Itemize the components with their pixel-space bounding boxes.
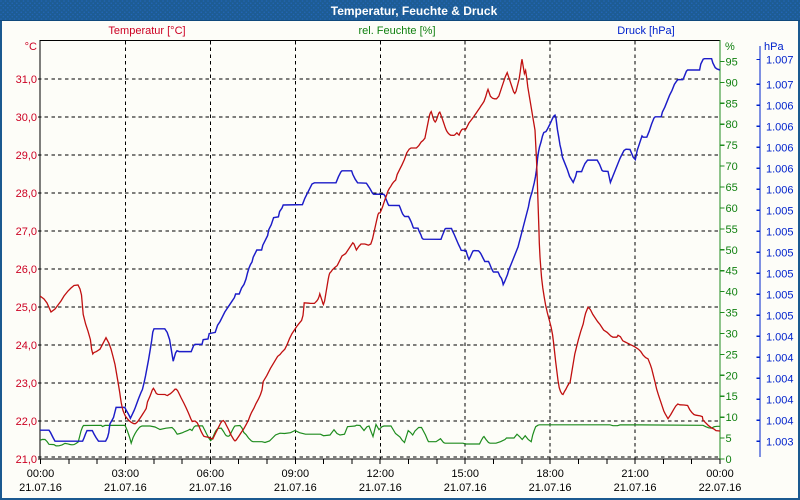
svg-text:35: 35 (726, 308, 738, 320)
svg-text:1.005: 1.005 (766, 289, 794, 301)
svg-text:1.005: 1.005 (766, 205, 794, 217)
svg-text:1.005: 1.005 (766, 226, 794, 238)
svg-text:23,0: 23,0 (16, 378, 37, 390)
svg-text:°C: °C (25, 41, 37, 53)
svg-text:1.006: 1.006 (766, 184, 794, 196)
svg-text:15: 15 (726, 391, 738, 403)
svg-text:21.07.16: 21.07.16 (189, 482, 232, 494)
svg-text:00:00: 00:00 (27, 468, 55, 480)
svg-text:26,0: 26,0 (16, 264, 37, 276)
svg-text:1.005: 1.005 (766, 310, 794, 322)
svg-text:80: 80 (726, 119, 738, 131)
svg-text:1.005: 1.005 (766, 247, 794, 259)
svg-text:65: 65 (726, 182, 738, 194)
svg-text:22,0: 22,0 (16, 416, 37, 428)
svg-text:21:00: 21:00 (621, 468, 649, 480)
svg-text:1.007: 1.007 (766, 79, 794, 91)
svg-text:21.07.16: 21.07.16 (104, 482, 147, 494)
svg-text:75: 75 (726, 140, 738, 152)
svg-text:55: 55 (726, 224, 738, 236)
svg-text:29,0: 29,0 (16, 150, 37, 162)
svg-text:40: 40 (726, 287, 738, 299)
svg-text:30: 30 (726, 329, 738, 341)
svg-text:1.004: 1.004 (766, 394, 794, 406)
svg-text:Druck [hPa]: Druck [hPa] (617, 25, 674, 37)
svg-text:1.006: 1.006 (766, 100, 794, 112)
svg-text:50: 50 (726, 245, 738, 257)
svg-text:Temperatur [°C]: Temperatur [°C] (108, 25, 185, 37)
svg-text:25,0: 25,0 (16, 302, 37, 314)
svg-text:27,0: 27,0 (16, 226, 37, 238)
svg-text:Temperatur, Feuchte & Druck: Temperatur, Feuchte & Druck (331, 4, 498, 18)
svg-text:21,0: 21,0 (16, 454, 37, 466)
svg-text:rel. Feuchte [%]: rel. Feuchte [%] (358, 25, 435, 37)
svg-text:1.003: 1.003 (766, 436, 794, 448)
svg-text:21.07.16: 21.07.16 (274, 482, 317, 494)
svg-text:%: % (725, 41, 735, 53)
svg-text:85: 85 (726, 98, 738, 110)
svg-text:60: 60 (726, 203, 738, 215)
svg-text:1.006: 1.006 (766, 163, 794, 175)
svg-text:21.07.16: 21.07.16 (359, 482, 402, 494)
svg-text:22.07.16: 22.07.16 (699, 482, 742, 494)
svg-text:21.07.16: 21.07.16 (444, 482, 487, 494)
svg-text:25: 25 (726, 349, 738, 361)
svg-text:21.07.16: 21.07.16 (19, 482, 62, 494)
svg-text:21.07.16: 21.07.16 (614, 482, 657, 494)
svg-text:1.004: 1.004 (766, 331, 794, 343)
svg-text:15:00: 15:00 (451, 468, 479, 480)
svg-text:1.004: 1.004 (766, 352, 794, 364)
svg-text:0: 0 (726, 454, 732, 466)
svg-text:09:00: 09:00 (282, 468, 310, 480)
svg-text:10: 10 (726, 412, 738, 424)
svg-text:1.004: 1.004 (766, 415, 794, 427)
svg-text:31,0: 31,0 (16, 74, 37, 86)
svg-text:95: 95 (726, 57, 738, 69)
svg-text:21.07.16: 21.07.16 (529, 482, 572, 494)
svg-text:28,0: 28,0 (16, 188, 37, 200)
svg-text:24,0: 24,0 (16, 340, 37, 352)
svg-text:hPa: hPa (764, 41, 784, 53)
svg-text:5: 5 (726, 433, 732, 445)
svg-text:70: 70 (726, 161, 738, 173)
svg-text:1.005: 1.005 (766, 268, 794, 280)
svg-text:03:00: 03:00 (112, 468, 140, 480)
svg-text:06:00: 06:00 (197, 468, 225, 480)
svg-text:45: 45 (726, 266, 738, 278)
svg-text:20: 20 (726, 370, 738, 382)
svg-text:12:00: 12:00 (367, 468, 395, 480)
svg-text:18:00: 18:00 (536, 468, 564, 480)
svg-text:1.006: 1.006 (766, 142, 794, 154)
svg-text:90: 90 (726, 77, 738, 89)
svg-text:1.007: 1.007 (766, 55, 794, 67)
svg-text:30,0: 30,0 (16, 112, 37, 124)
svg-text:00:00: 00:00 (706, 468, 734, 480)
svg-text:1.006: 1.006 (766, 121, 794, 133)
svg-text:1.004: 1.004 (766, 373, 794, 385)
